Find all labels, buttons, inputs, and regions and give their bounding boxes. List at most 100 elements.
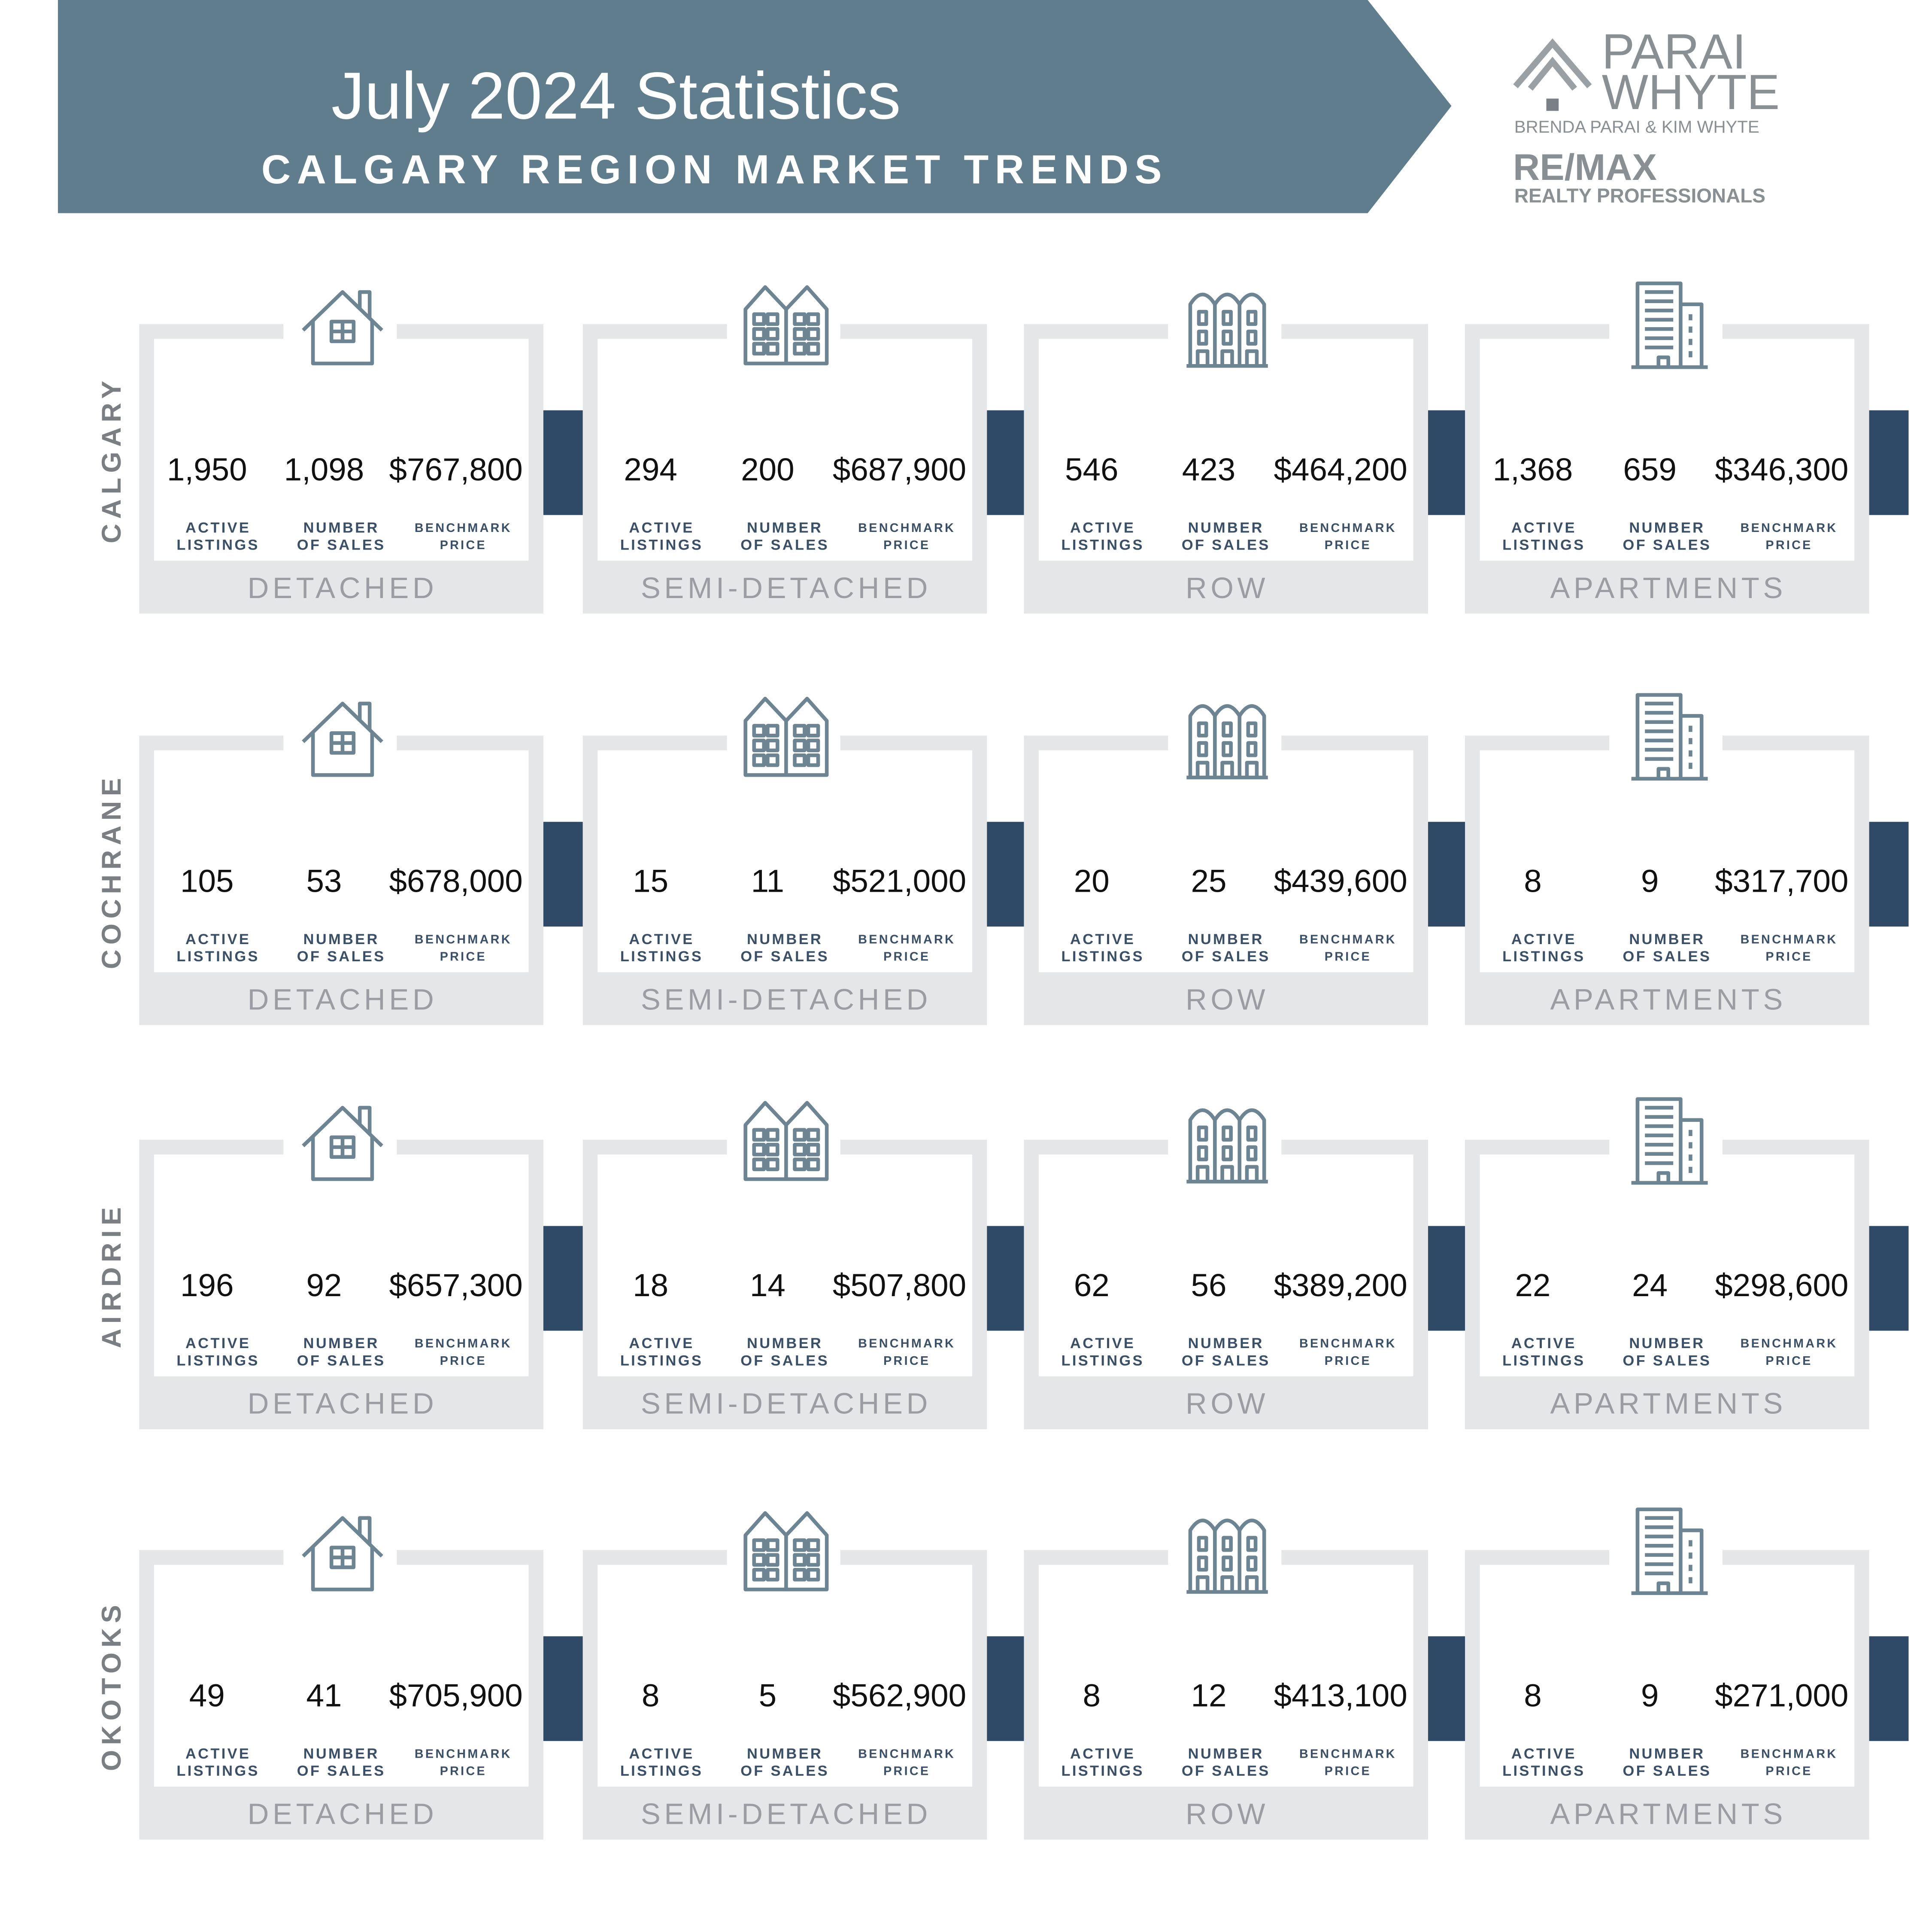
stat-label: BENCHMARK [1741,1747,1838,1761]
card-tab [1869,1636,1909,1741]
stat-value: $271,000 [1715,1677,1848,1713]
stat-label: PRICE [440,950,487,963]
stat-label: ACTIVE [1511,1746,1577,1762]
stat-label: PRICE [440,1764,487,1778]
stat-label: LISTINGS [1502,948,1585,965]
card-body [154,1154,529,1376]
card-tab [543,1636,583,1741]
card-tab [1869,1226,1909,1331]
region-name: CALGARY [97,376,127,543]
logo-line1: PARAI [1602,24,1746,79]
stat-label: PRICE [883,950,930,963]
stat-value: $678,000 [389,863,522,899]
stat-label: BENCHMARK [415,521,512,535]
stat-value: $657,300 [389,1267,522,1303]
stat-value: 49 [189,1677,225,1713]
stat-label: BENCHMARK [415,1747,512,1761]
stat-value: 1,950 [167,451,247,487]
property-icon [302,702,383,777]
stat-value: 18 [633,1267,668,1303]
stat-value: 8 [642,1677,660,1713]
stat-label: ACTIVE [1511,519,1577,536]
stat-label: OF SALES [1182,948,1271,965]
property-icon [302,290,383,365]
stat-label: LISTINGS [1061,948,1144,965]
card-body [1038,750,1413,972]
property-icon [1631,693,1708,781]
stat-label: ACTIVE [1070,931,1135,948]
stat-label: NUMBER [747,1746,823,1762]
stat-label: NUMBER [1188,519,1264,536]
stat-value: $464,200 [1274,451,1407,487]
stat-label: OF SALES [740,537,829,553]
card-tab [987,822,1027,927]
stat-label: BENCHMARK [1741,933,1838,946]
stat-value: 9 [1641,1677,1659,1713]
stat-label: PRICE [1325,538,1371,552]
stat-label: ACTIVE [1070,1335,1135,1352]
stat-label: PRICE [1765,1354,1812,1368]
stat-label: PRICE [1765,950,1812,963]
card-tab [987,1226,1027,1331]
stat-label: OF SALES [1623,1352,1711,1369]
stat-label: NUMBER [303,931,379,948]
stat-value: 1,368 [1493,451,1573,487]
stat-label: BENCHMARK [1299,1747,1397,1761]
property-icon [743,1511,829,1592]
stat-label: NUMBER [1629,519,1705,536]
stat-label: BENCHMARK [858,1337,955,1351]
card-tab [987,1636,1027,1741]
title: July 2024 Statistics [331,58,901,133]
stat-label: OF SALES [1623,1763,1711,1779]
card-body [597,1564,972,1787]
stat-value: 546 [1065,451,1118,487]
stat-label: OF SALES [740,1352,829,1369]
stat-label: ACTIVE [185,931,251,948]
stat-value: 8 [1524,863,1542,899]
stat-label: OF SALES [1623,948,1711,965]
stat-value: $439,600 [1274,863,1407,899]
stat-label: BENCHMARK [1741,1337,1838,1351]
stat-label: OF SALES [297,1763,386,1779]
card-tab [543,410,583,515]
stat-label: LISTINGS [1061,1763,1144,1779]
stat-value: 11 [751,863,784,899]
region-grid: CALGARY 1,950ACTIVELISTINGS1,098NUMBEROF … [97,281,1909,1840]
property-icon [1631,1097,1708,1185]
stat-label: OF SALES [1182,537,1271,553]
header-banner [58,0,1452,213]
card-body [597,339,972,561]
logo [1513,38,1592,91]
stat-label: OF SALES [1623,537,1711,553]
stat-label: PRICE [883,1764,930,1778]
card-tab [1428,822,1468,927]
stat-label: PRICE [440,1354,487,1368]
logo-roof [1513,38,1592,88]
stat-label: ACTIVE [629,1335,694,1352]
logo-brand-sub: REALTY PROFESSIONALS [1514,184,1765,207]
stat-label: PRICE [1325,950,1371,963]
stat-label: LISTINGS [1061,537,1144,553]
stat-label: NUMBER [747,1335,823,1352]
stat-label: NUMBER [1188,1746,1264,1762]
property-icon [1186,704,1268,780]
property-icon [1186,1519,1268,1594]
stat-label: BENCHMARK [1741,521,1838,535]
stat-value: 200 [741,451,794,487]
stat-value: $507,800 [833,1267,966,1303]
property-type: SEMI-DETACHED [641,571,931,605]
stat-label: PRICE [440,538,487,552]
property-type: DETACHED [248,1797,438,1830]
stat-label: NUMBER [747,519,823,536]
stat-value: $521,000 [833,863,966,899]
stat-label: LISTINGS [176,948,259,965]
property-icon [1631,281,1708,369]
card-body [1038,339,1413,561]
stat-value: 294 [624,451,677,487]
stat-label: BENCHMARK [1299,933,1397,946]
property-type: APARTMENTS [1550,571,1786,605]
stat-label: NUMBER [1629,931,1705,948]
property-icon [1186,1108,1268,1184]
stat-value: 25 [1191,863,1226,899]
